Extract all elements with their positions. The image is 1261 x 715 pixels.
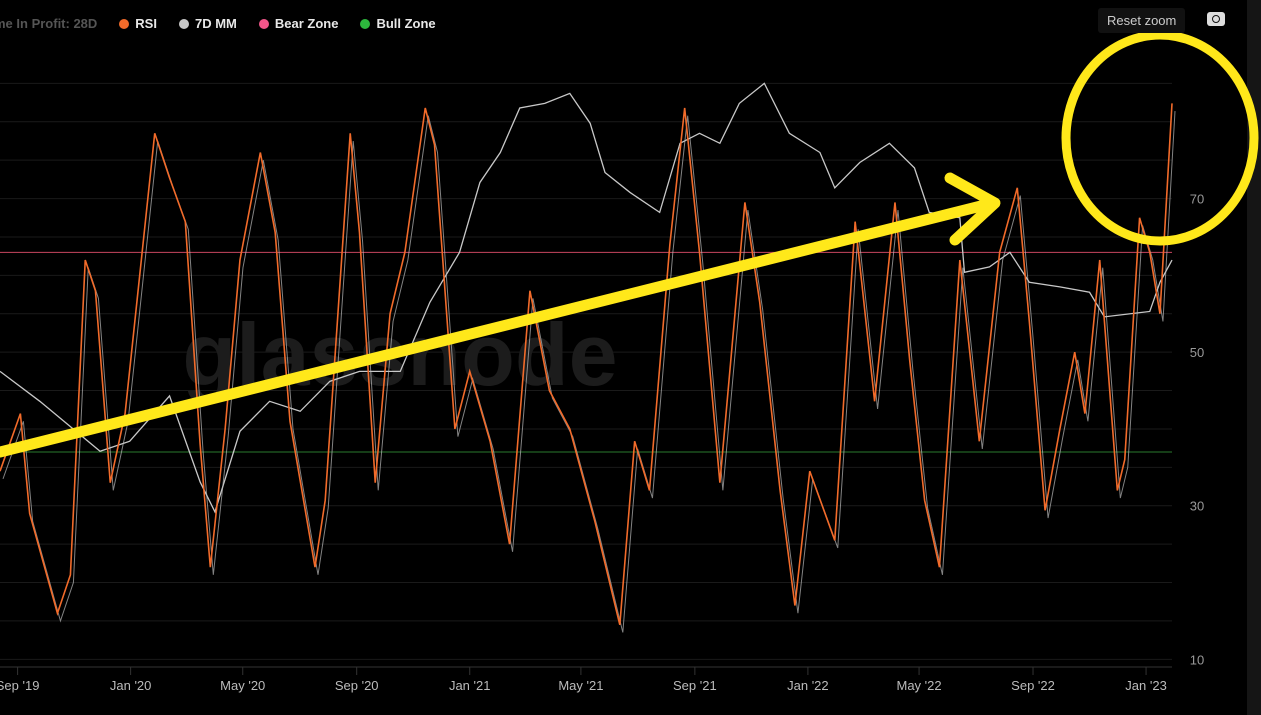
- legend-dot-icon: [178, 18, 189, 29]
- legend-dot-icon: [258, 18, 269, 29]
- x-tick-label: Sep '20: [335, 678, 379, 693]
- series-rsi-line: [0, 103, 1173, 625]
- annotation-circle: [1061, 30, 1259, 246]
- legend: me In Profit: 28D RSI 7D MM Bear Zone Bull Z…: [0, 16, 436, 31]
- legend-item[interactable]: me In Profit: 28D: [0, 16, 97, 31]
- legend-dot-icon: [360, 18, 371, 29]
- legend-item[interactable]: RSI: [119, 16, 157, 31]
- y-tick-label: 50: [1190, 345, 1204, 360]
- x-tick-label: Jan '23: [1125, 678, 1167, 693]
- x-tick-label: May '22: [897, 678, 942, 693]
- x-tick-label: May '20: [220, 678, 265, 693]
- x-tick-label: Jan '22: [787, 678, 829, 693]
- x-tick-label: Sep '22: [1011, 678, 1055, 693]
- series-7d-mm-line: [0, 82, 1173, 514]
- y-tick-label: 30: [1190, 499, 1204, 514]
- x-tick-label: Sep '21: [673, 678, 717, 693]
- legend-item[interactable]: Bear Zone: [258, 16, 339, 31]
- x-tick-label: Sep '19: [0, 678, 39, 693]
- x-tick-label: Jan '21: [449, 678, 491, 693]
- annotation-arrow: [0, 172, 1001, 458]
- camera-icon[interactable]: [1207, 12, 1225, 26]
- legend-label: Bear Zone: [274, 16, 339, 31]
- series-rsi-shadow-line: [2, 111, 1176, 633]
- legend-label: me In Profit: 28D: [0, 16, 98, 31]
- reset-zoom-button[interactable]: Reset zoom: [1098, 8, 1186, 33]
- legend-item[interactable]: Bull Zone: [360, 16, 436, 31]
- legend-label: RSI: [135, 16, 157, 31]
- legend-dot-icon: [119, 18, 130, 29]
- x-tick-label: May '21: [558, 678, 603, 693]
- x-tick-label: Jan '20: [110, 678, 152, 693]
- legend-label: Bull Zone: [376, 16, 436, 31]
- legend-label: 7D MM: [194, 16, 237, 31]
- y-tick-label: 70: [1190, 192, 1204, 207]
- legend-item[interactable]: 7D MM: [178, 16, 237, 31]
- y-tick-label: 10: [1190, 652, 1204, 667]
